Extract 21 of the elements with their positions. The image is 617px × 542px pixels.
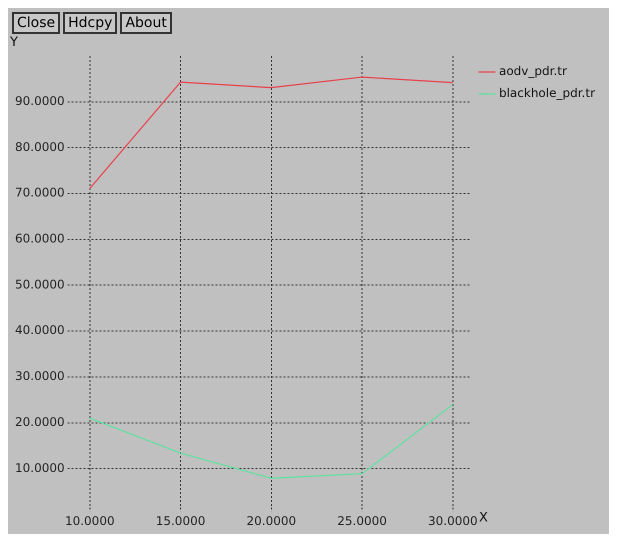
x-tick-label: 10.0000 — [64, 514, 115, 528]
y-tick-label: 40.0000 — [15, 323, 65, 338]
y-tick-label: 30.0000 — [15, 369, 65, 384]
x-axis-title: X — [478, 510, 488, 526]
y-tick-label: 90.0000 — [15, 94, 65, 108]
y-tick-label: 70.0000 — [15, 186, 65, 200]
y-axis-title: Y — [9, 34, 18, 50]
x-tick-label: 20.0000 — [246, 514, 296, 528]
x-tick-label: 25.0000 — [337, 514, 387, 528]
y-tick-label: 60.0000 — [15, 232, 65, 246]
y-tick-label: 20.0000 — [15, 414, 65, 429]
text: Hdcpy — [63, 12, 118, 34]
y-tick-label: 10.0000 — [15, 460, 65, 475]
y-tick-label: 80.0000 — [15, 140, 65, 154]
x-tick-label: 30.0000 — [428, 514, 478, 528]
text: About — [120, 12, 172, 34]
legend-label: blackhole_pdr.tr — [498, 86, 596, 100]
legend-label: aodv_pdr.tr — [498, 64, 567, 78]
text: Close — [12, 12, 60, 34]
y-tick-label: 50.0000 — [15, 277, 65, 292]
x-tick-label: 15.0000 — [156, 514, 206, 528]
